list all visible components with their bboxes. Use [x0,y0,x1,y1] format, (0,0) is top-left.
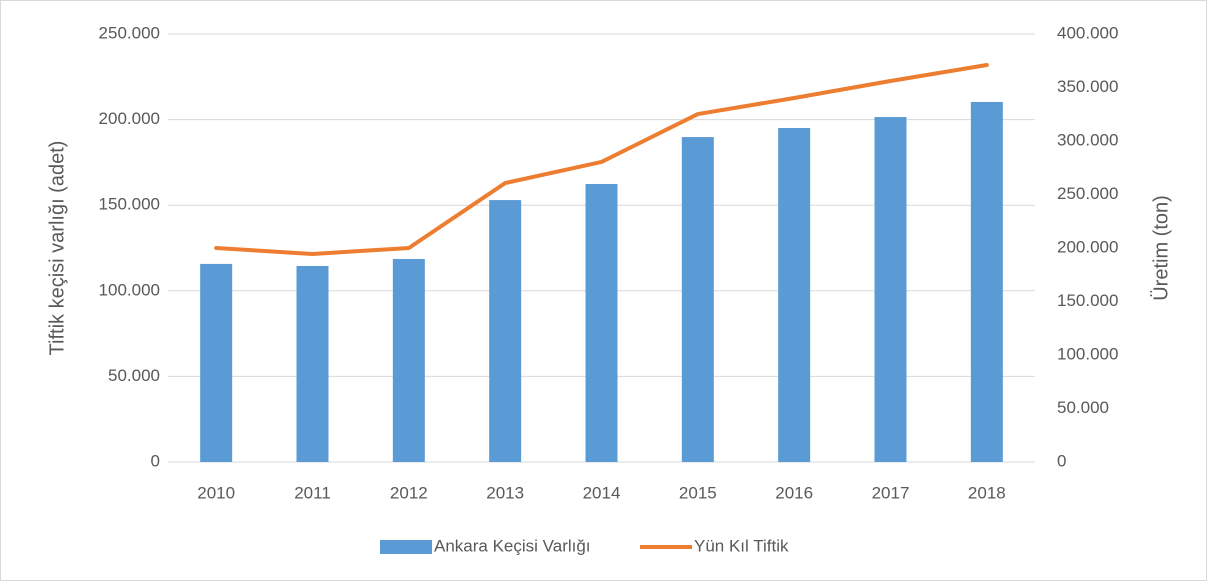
y2-tick-label: 0 [1057,451,1066,470]
y2-tick-label: 100.000 [1057,344,1118,363]
y2-tick-label: 150.000 [1057,291,1118,310]
bar [778,127,811,462]
bar [874,117,907,463]
y-tick-label: 250.000 [99,23,160,42]
legend-swatch [380,540,432,554]
bar [585,183,618,463]
y2-tick-label: 200.000 [1057,237,1118,256]
bar [681,137,714,463]
x-tick-label: 2018 [968,483,1006,502]
y-axis-title: Tiftik keçisi varlığı (adet) [46,141,68,356]
x-tick-label: 2015 [679,483,717,502]
y2-tick-label: 400.000 [1057,23,1118,42]
y2-tick-label: 300.000 [1057,130,1118,149]
y2-tick-label: 50.000 [1057,398,1109,417]
bar [392,258,425,462]
y-tick-label: 0 [151,451,160,470]
y-tick-label: 100.000 [99,280,160,299]
line [214,63,989,256]
x-tick-label: 2013 [486,483,524,502]
x-tick-label: 2012 [390,483,428,502]
y-tick-label: 150.000 [99,195,160,214]
y2-axis-title: Üretim (ton) [1150,195,1172,301]
y-tick-label: 200.000 [99,109,160,128]
bar [296,265,329,462]
y2-tick-label: 350.000 [1057,77,1118,96]
bar [200,263,233,462]
bar [489,200,522,462]
legend-label: Ankara Keçisi Varlığı [434,536,591,555]
y-tick-label: 50.000 [108,366,160,385]
legend-label: Yün Kıl Tiftik [694,536,789,555]
x-tick-label: 2017 [872,483,910,502]
x-tick-label: 2014 [583,483,621,502]
x-tick-label: 2011 [294,483,331,502]
bar [970,101,1003,462]
y2-tick-label: 250.000 [1057,184,1118,203]
x-tick-label: 2016 [775,483,813,502]
x-tick-label: 2010 [197,483,235,502]
